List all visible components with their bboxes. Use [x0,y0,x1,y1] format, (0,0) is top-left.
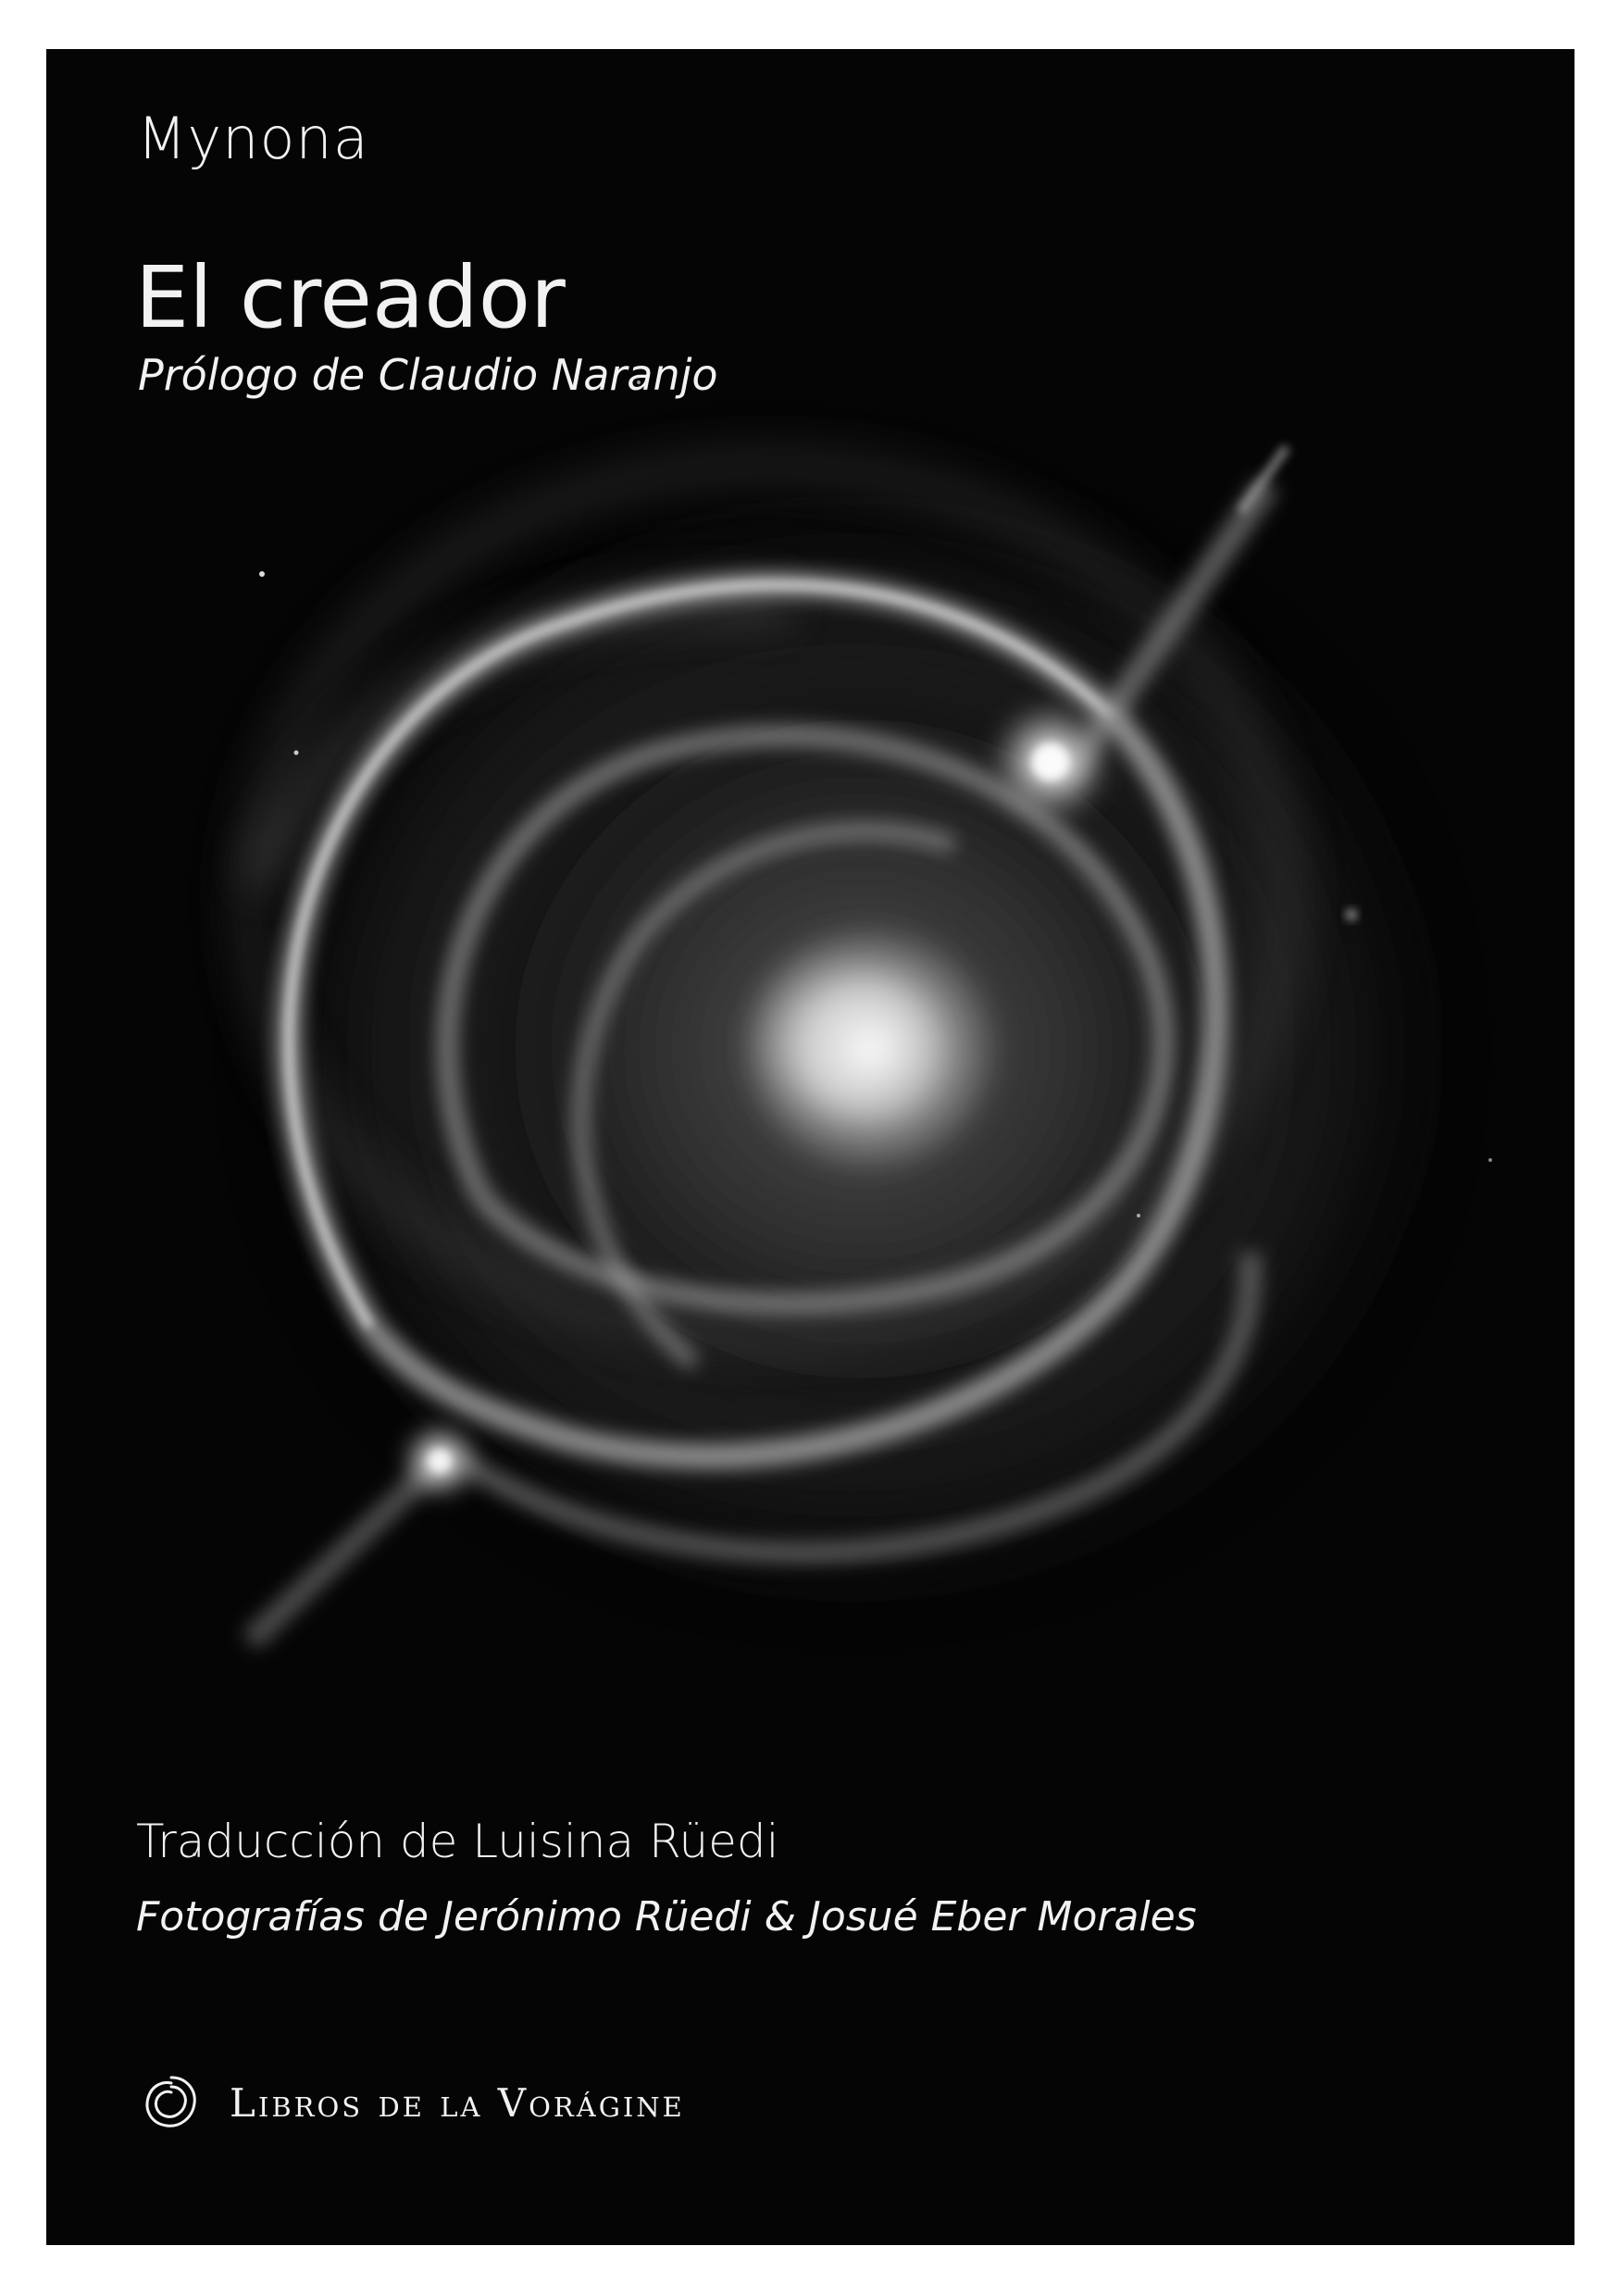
translation-credit: Traducción de Luisina Rüedi [136,1815,779,1868]
book-title: El creador [135,248,566,347]
publisher-name: Libros de la Vorágine [230,2079,685,2126]
nebula-photo [193,381,1492,1856]
publisher-block: Libros de la Vorágine [139,2070,685,2135]
spiral-logo-icon [145,2076,196,2128]
photography-credit: Fotografías de Jerónimo Rüedi & Josué Eb… [136,1893,1197,1940]
author-name: Mynona [137,105,369,172]
prologue-credit: Prólogo de Claudio Naranjo [138,350,718,400]
book-cover: Mynona El creador Prólogo de Claudio Nar… [46,49,1574,2245]
